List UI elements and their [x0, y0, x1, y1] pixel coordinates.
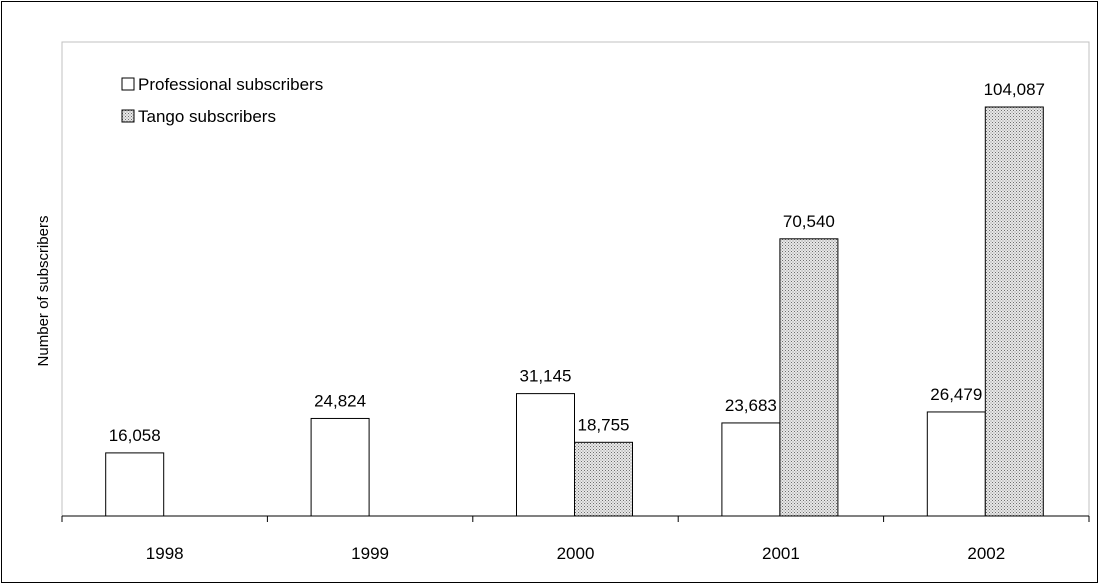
- x-tick-label-2000: 2000: [557, 544, 595, 563]
- bar-professional-2000: [516, 393, 575, 517]
- data-label-professional-2000: 31,145: [520, 367, 572, 386]
- y-axis-label: Number of subscribers: [35, 216, 52, 367]
- bar-tango-2001: [779, 238, 839, 517]
- plot-area: [61, 41, 1090, 517]
- bars-layer: [105, 106, 1044, 517]
- data-label-tango-2002: 104,087: [984, 80, 1045, 99]
- bar-professional-1999: [310, 417, 370, 517]
- x-tick-label-1999: 1999: [351, 544, 389, 563]
- x-tick-label-1998: 1998: [146, 544, 184, 563]
- data-labels-layer: 16,058 24,824 31,145 23,683 26,479 18,755 70,5…: [109, 80, 1045, 445]
- legend-label-tango: Tango subscribers: [138, 107, 276, 126]
- bar-professional-1998: [105, 452, 165, 517]
- data-label-tango-2000: 18,755: [578, 415, 630, 434]
- data-label-professional-1998: 16,058: [109, 426, 161, 445]
- data-label-tango-2001: 70,540: [783, 212, 835, 231]
- legend-swatch-professional: [121, 77, 135, 91]
- bar-professional-2002: [926, 411, 986, 517]
- bar-tango-2002: [984, 106, 1044, 517]
- legend: Professional subscribers Tango subscribe…: [121, 75, 323, 126]
- data-label-professional-1999: 24,824: [314, 391, 366, 410]
- data-label-professional-2001: 23,683: [725, 396, 777, 415]
- legend-swatch-tango: [121, 109, 135, 123]
- x-axis-ticks: 1998 1999 2000 2001 2002: [61, 516, 1090, 563]
- bar-professional-2001: [721, 422, 781, 517]
- data-label-professional-2002: 26,479: [930, 385, 982, 404]
- legend-label-professional: Professional subscribers: [138, 75, 323, 94]
- x-tick-label-2002: 2002: [967, 544, 1005, 563]
- bar-tango-2000: [574, 441, 633, 517]
- x-tick-label-2001: 2001: [762, 544, 800, 563]
